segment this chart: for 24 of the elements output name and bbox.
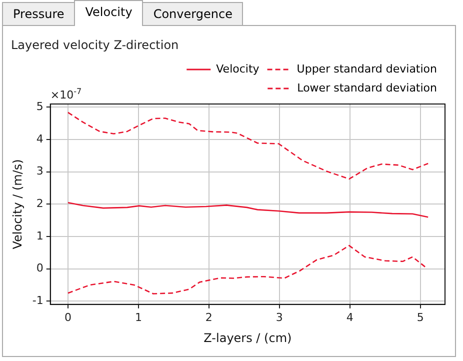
y-tick-label: 5: [36, 100, 44, 114]
x-tick-label: 4: [346, 310, 354, 324]
x-tick-label: 1: [134, 310, 142, 324]
x-tick-label: 2: [205, 310, 212, 324]
y-tick-label: -1: [32, 294, 44, 308]
x-axis-title: Z-layers / (cm): [204, 330, 292, 345]
line-series: [67, 112, 429, 180]
text: Pressure: [2, 2, 76, 25]
x-tick-label: 0: [64, 310, 72, 324]
text: Convergence: [142, 2, 244, 25]
y-axis-title: Velocity / (m/s): [10, 159, 24, 250]
line-series: [67, 244, 427, 294]
legend-label: Velocity: [216, 62, 260, 76]
legend-label: Lower standard deviation: [297, 81, 438, 94]
y-tick-label: 1: [36, 229, 44, 242]
y-tick-label: 0: [36, 262, 44, 275]
y-tick-label: 3: [36, 164, 44, 178]
text: Velocity: [74, 0, 144, 26]
y-tick-label: 2: [36, 197, 44, 210]
y-tick-label: 4: [36, 132, 44, 146]
x-tick-label: 3: [276, 310, 283, 324]
chart-title: Layered velocity Z-direction: [11, 38, 179, 52]
x-tick-label: 5: [416, 310, 424, 324]
legend-label: Upper standard deviation: [296, 62, 438, 76]
